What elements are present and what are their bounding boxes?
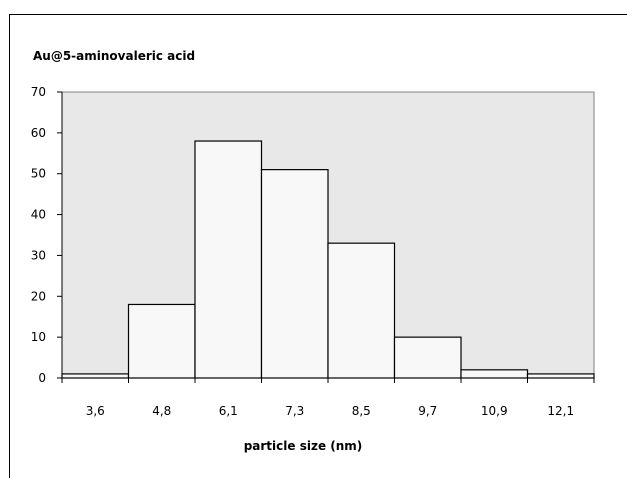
y-axis: 0 10 20 30 40 50 60 70 — [31, 85, 63, 385]
bars — [61, 140, 595, 379]
bar — [61, 373, 130, 379]
y-tick-label: 50 — [31, 167, 46, 181]
x-axis: 3,6 4,8 6,1 7,3 8,5 9,7 10,9 12,1 — [61, 377, 595, 418]
bar — [327, 242, 396, 379]
bar — [393, 336, 462, 379]
x-tick-label: 8,5 — [352, 404, 371, 418]
x-tick-label: 10,9 — [481, 404, 508, 418]
y-tick-label: 10 — [31, 330, 46, 344]
y-tick-label: 0 — [38, 371, 46, 385]
y-tick-label: 20 — [31, 289, 46, 303]
chart-title: Au@5-aminovaleric acid — [33, 49, 195, 63]
y-tick-label: 70 — [31, 85, 46, 99]
x-tick-label: 12,1 — [547, 404, 574, 418]
y-tick-label: 30 — [31, 248, 46, 262]
outer-border — [9, 14, 627, 478]
y-tick-label: 60 — [31, 126, 46, 140]
bar — [260, 169, 329, 379]
x-tick-label: 9,7 — [418, 404, 437, 418]
y-tick-label: 40 — [31, 208, 46, 222]
bar — [194, 140, 263, 379]
x-tick-label: 6,1 — [219, 404, 238, 418]
x-axis-title: particle size (nm) — [244, 439, 363, 453]
x-tick-label: 4,8 — [152, 404, 171, 418]
bar — [127, 303, 196, 379]
x-tick-label: 7,3 — [285, 404, 304, 418]
x-tick-label: 3,6 — [86, 404, 105, 418]
bar — [460, 369, 529, 379]
bar — [526, 373, 595, 379]
